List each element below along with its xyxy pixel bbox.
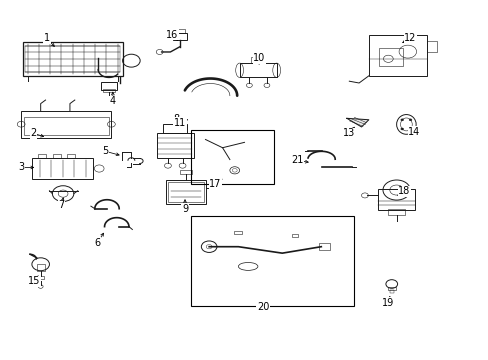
Bar bbox=[389, 291, 393, 293]
Text: 12: 12 bbox=[403, 33, 416, 43]
Bar bbox=[25, 45, 120, 72]
Bar bbox=[318, 243, 329, 250]
Bar bbox=[377, 189, 414, 210]
Text: 17: 17 bbox=[209, 179, 221, 189]
Bar bbox=[38, 154, 46, 158]
Bar bbox=[239, 63, 276, 77]
Bar bbox=[23, 117, 109, 135]
Bar bbox=[103, 89, 115, 92]
Text: 5: 5 bbox=[102, 146, 108, 156]
Bar bbox=[190, 216, 353, 306]
Text: 21: 21 bbox=[290, 155, 303, 165]
Bar bbox=[291, 234, 297, 237]
Bar bbox=[157, 133, 193, 158]
Text: 20: 20 bbox=[256, 302, 269, 312]
Circle shape bbox=[400, 119, 403, 121]
Bar bbox=[101, 82, 117, 90]
Bar bbox=[368, 35, 427, 76]
Text: 20: 20 bbox=[256, 302, 269, 312]
Circle shape bbox=[408, 119, 411, 121]
Bar bbox=[38, 276, 43, 279]
Bar bbox=[172, 33, 187, 40]
Text: 8: 8 bbox=[173, 114, 179, 124]
Text: 9: 9 bbox=[182, 204, 188, 214]
Bar bbox=[163, 124, 187, 133]
Bar bbox=[37, 264, 44, 271]
Bar bbox=[387, 210, 405, 215]
Text: 15: 15 bbox=[28, 276, 40, 286]
Text: 2: 2 bbox=[31, 129, 37, 138]
Text: 7: 7 bbox=[59, 200, 64, 210]
Text: 3: 3 bbox=[18, 162, 24, 172]
Text: 4: 4 bbox=[110, 96, 116, 106]
Circle shape bbox=[400, 128, 403, 130]
Bar bbox=[53, 154, 61, 158]
Text: 17: 17 bbox=[209, 179, 221, 189]
Bar bbox=[21, 111, 111, 138]
Bar bbox=[175, 29, 184, 33]
Bar bbox=[67, 154, 75, 158]
Bar bbox=[168, 182, 203, 202]
Text: 13: 13 bbox=[343, 129, 355, 138]
Bar bbox=[22, 42, 122, 76]
Text: 1: 1 bbox=[44, 33, 50, 43]
Text: 14: 14 bbox=[407, 127, 420, 136]
Text: 10: 10 bbox=[252, 53, 264, 63]
Bar bbox=[233, 230, 242, 234]
Bar bbox=[250, 57, 265, 63]
Bar bbox=[190, 130, 273, 184]
Text: 19: 19 bbox=[382, 298, 394, 308]
Polygon shape bbox=[346, 118, 368, 127]
Bar bbox=[180, 170, 191, 174]
Text: 6: 6 bbox=[94, 238, 100, 248]
Bar bbox=[165, 180, 206, 204]
Bar bbox=[387, 287, 395, 290]
Text: 11: 11 bbox=[174, 118, 186, 128]
Bar bbox=[378, 48, 402, 66]
Circle shape bbox=[408, 128, 411, 130]
Bar bbox=[427, 41, 436, 51]
Text: 18: 18 bbox=[398, 186, 410, 197]
Text: 16: 16 bbox=[166, 30, 178, 40]
Bar bbox=[32, 158, 93, 179]
